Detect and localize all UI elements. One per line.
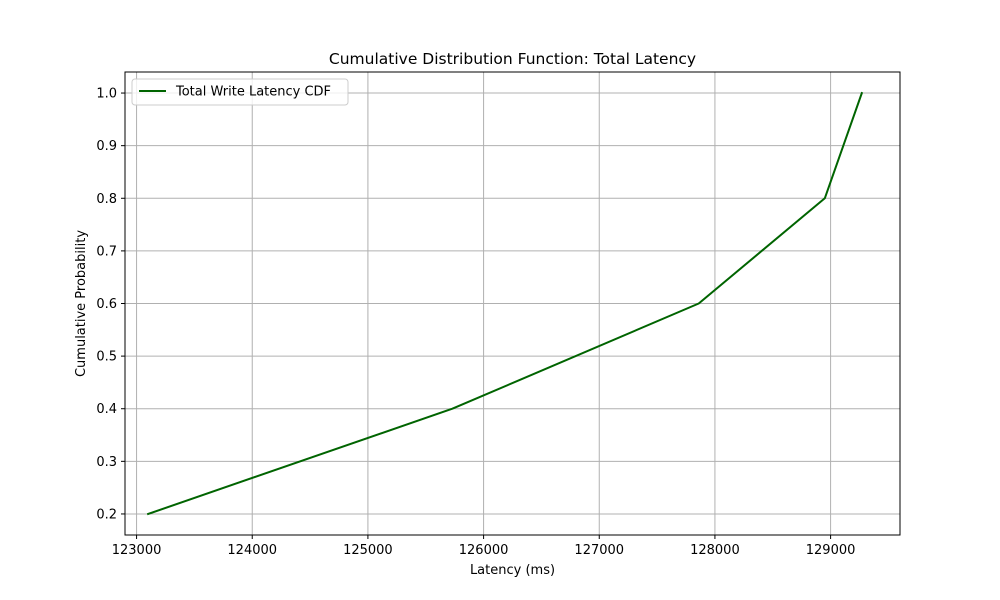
y-tick-label: 0.2 xyxy=(96,507,117,522)
y-tick-label: 0.7 xyxy=(96,244,117,259)
x-axis-title: Latency (ms) xyxy=(470,563,555,578)
legend-label: Total Write Latency CDF xyxy=(175,85,331,100)
x-tick-label: 124000 xyxy=(227,543,277,558)
y-tick-label: 0.6 xyxy=(96,297,117,312)
legend: Total Write Latency CDF xyxy=(131,78,349,106)
x-tick-label: 123000 xyxy=(112,543,162,558)
series-layer xyxy=(146,91,864,516)
tick-layer: 123000 124000 125000 126000 127000 128000 1290… xyxy=(96,87,855,558)
series-line xyxy=(146,91,864,516)
chart-title: Cumulative Distribution Function: Total … xyxy=(329,50,696,68)
y-tick-label: 0.4 xyxy=(96,402,117,417)
y-tick-label: 0.5 xyxy=(96,350,117,365)
x-tick-label: 125000 xyxy=(343,543,393,558)
legend-box xyxy=(131,78,349,106)
x-tick-label: 128000 xyxy=(690,543,740,558)
y-tick-label: 0.8 xyxy=(96,192,117,207)
grid-layer xyxy=(125,72,900,535)
y-tick-label: 0.3 xyxy=(96,455,117,470)
y-axis-title: Cumulative Probability xyxy=(74,230,89,377)
x-tick-label: 127000 xyxy=(574,543,624,558)
x-tick-label: 126000 xyxy=(459,543,509,558)
y-tick-label: 1.0 xyxy=(96,87,117,102)
y-tick-label: 0.9 xyxy=(96,139,117,154)
x-tick-label: 129000 xyxy=(806,543,856,558)
